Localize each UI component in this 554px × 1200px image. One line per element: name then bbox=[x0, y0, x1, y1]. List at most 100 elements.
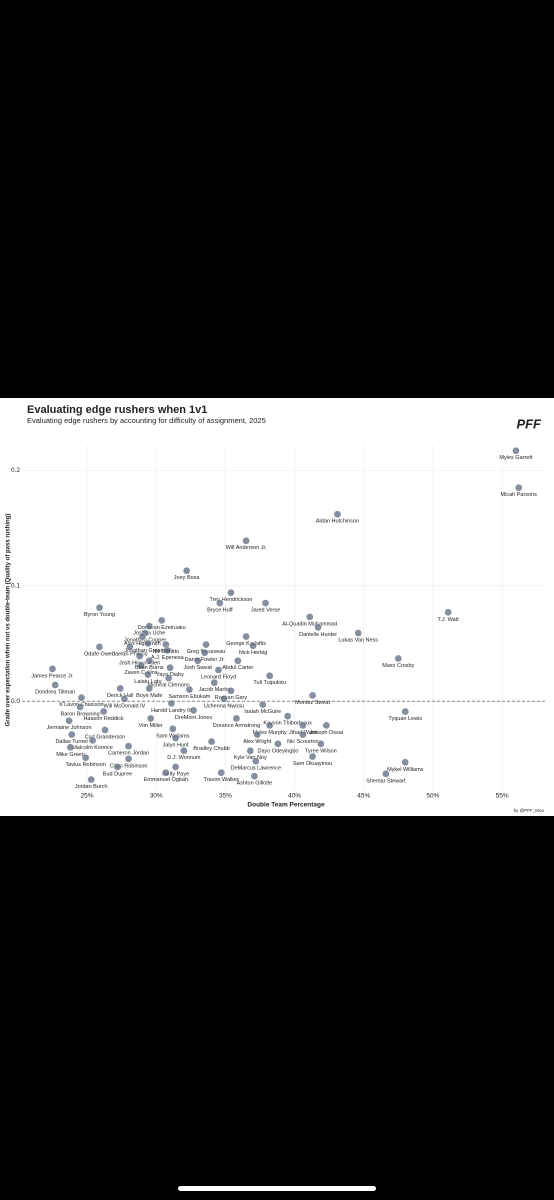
point bbox=[166, 663, 174, 672]
point-label: Joey Bosa bbox=[174, 575, 201, 581]
point-label: DeMarcus Lawrence bbox=[231, 766, 281, 772]
point bbox=[220, 694, 228, 703]
point-label: Montez Sweat bbox=[295, 700, 330, 706]
point-label: Chop Robinson bbox=[110, 763, 148, 769]
point-label: Haason Reddick bbox=[83, 716, 124, 722]
point-label: Boye Mafe bbox=[136, 693, 162, 699]
point bbox=[202, 640, 210, 649]
x-tick-label: 45% bbox=[357, 793, 370, 800]
point bbox=[308, 752, 317, 761]
point-label: Odafe Oweh bbox=[84, 651, 115, 657]
point bbox=[144, 670, 152, 679]
point bbox=[66, 743, 75, 752]
point bbox=[227, 588, 235, 597]
point bbox=[322, 721, 331, 730]
point bbox=[145, 622, 154, 631]
point bbox=[253, 730, 262, 739]
chart: Evaluating edge rushers when 1v1 Evaluat… bbox=[0, 398, 554, 816]
point bbox=[171, 763, 180, 771]
point bbox=[146, 714, 155, 723]
point-label: Kyle Van Noy bbox=[234, 755, 267, 761]
point-label: Jared Verse bbox=[251, 608, 280, 614]
point bbox=[401, 707, 410, 716]
point bbox=[258, 700, 267, 709]
point-label: Donovan Ezeiruaku bbox=[138, 625, 186, 631]
point bbox=[157, 616, 166, 625]
point bbox=[135, 652, 144, 661]
chart-title: Evaluating edge rushers when 1v1 bbox=[27, 404, 207, 416]
point-label: Jonathon Cooper bbox=[124, 638, 166, 644]
home-indicator bbox=[178, 1186, 376, 1191]
point-label: T.J. Watt bbox=[438, 617, 460, 623]
x-tick-label: 55% bbox=[496, 793, 509, 800]
point bbox=[227, 686, 235, 695]
caption: by @PFF_Moo bbox=[514, 808, 545, 813]
point bbox=[382, 769, 390, 778]
point bbox=[95, 643, 104, 651]
y-tick-label: 0.2 bbox=[11, 467, 20, 474]
point bbox=[216, 599, 224, 607]
point-label: Uchenna Nwosu bbox=[204, 703, 244, 709]
point-label: Joseph Ossai bbox=[310, 730, 343, 736]
point-label: Laiatu Latu bbox=[134, 679, 161, 685]
point-label: Trey Hendrickson bbox=[209, 597, 252, 603]
point bbox=[164, 674, 173, 682]
point bbox=[193, 656, 202, 665]
point bbox=[87, 775, 96, 784]
point-label: Derick Hall bbox=[107, 693, 134, 699]
point-label: Tuli Tuipulotu bbox=[253, 680, 286, 686]
point-label: Sam Okuayinou bbox=[293, 761, 332, 767]
point-label: Jacob Martin bbox=[199, 687, 231, 693]
point-label: Baron Browning bbox=[61, 711, 100, 717]
point-label: Mike Green bbox=[56, 752, 84, 758]
point bbox=[182, 566, 191, 575]
point bbox=[314, 623, 322, 632]
point-label: Abdul Carter bbox=[222, 665, 253, 671]
point bbox=[317, 739, 325, 748]
point-label: George Karlaftis bbox=[226, 641, 266, 647]
point-label: Cameron Jordan bbox=[108, 751, 149, 757]
point-label: Byron Young bbox=[84, 612, 115, 618]
logo: PFF bbox=[516, 416, 542, 431]
point-label: Bradley Chubb bbox=[193, 746, 229, 752]
point bbox=[308, 691, 317, 700]
y-tick-label: 0.0 bbox=[11, 698, 20, 705]
point-label: Bud Dupree bbox=[103, 771, 132, 777]
point-label: D.J. Wonnum bbox=[167, 755, 201, 761]
point bbox=[305, 613, 314, 621]
point-label: Dallas Turner bbox=[55, 739, 88, 745]
point-label: Aidan Hutchinson bbox=[316, 519, 359, 525]
point bbox=[251, 757, 260, 766]
point-label: Dorance Armstrong bbox=[213, 723, 260, 729]
point-label: Tyquan Lewis bbox=[388, 716, 422, 722]
point bbox=[171, 734, 180, 742]
point bbox=[265, 721, 274, 730]
point-label: Kayvon Thibodeaux bbox=[263, 721, 312, 727]
point-label: Will McDonald IV bbox=[103, 703, 145, 709]
point bbox=[444, 608, 452, 617]
point-label: Jonathan Greenard bbox=[124, 648, 171, 654]
point bbox=[261, 599, 270, 607]
point bbox=[299, 721, 307, 730]
point bbox=[249, 641, 257, 650]
x-tick-label: 35% bbox=[219, 793, 232, 800]
point-label: Brian Burns bbox=[135, 665, 164, 671]
chart-subtitle: Evaluating edge rushers by accounting fo… bbox=[27, 416, 266, 425]
point-label: Myles Garrett bbox=[499, 455, 532, 461]
point-label: Josh Sweat bbox=[183, 665, 212, 671]
point bbox=[126, 643, 134, 651]
point-label: Micheal Clemons bbox=[148, 683, 190, 689]
point-label: Dondrea Tillman bbox=[35, 689, 75, 695]
point bbox=[81, 753, 90, 762]
point bbox=[233, 656, 242, 665]
point bbox=[207, 737, 216, 746]
point-label: Malcolm Koonce bbox=[72, 745, 113, 751]
y-axis-label: Grade over expectation when not vs doubl… bbox=[6, 514, 12, 727]
point bbox=[189, 706, 198, 715]
point bbox=[65, 716, 73, 725]
point bbox=[99, 707, 108, 716]
point-label: Dayo Odeyingbo bbox=[257, 748, 298, 754]
point-label: Harold Landry III bbox=[151, 708, 192, 714]
point-label: Joshua Uche bbox=[133, 631, 165, 637]
